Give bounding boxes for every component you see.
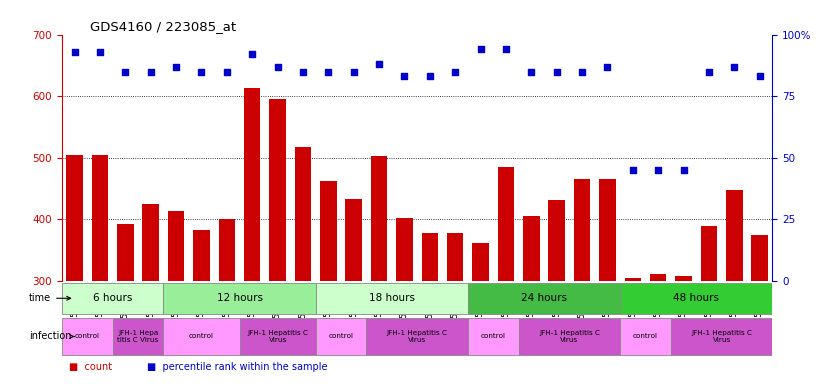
Bar xyxy=(62,318,112,355)
Bar xyxy=(548,200,565,281)
Bar xyxy=(519,318,620,355)
Text: 48 hours: 48 hours xyxy=(673,293,719,303)
Point xyxy=(322,68,335,74)
Point xyxy=(652,167,665,173)
Point xyxy=(423,73,436,79)
Bar xyxy=(676,276,691,281)
Bar xyxy=(240,318,316,355)
Bar xyxy=(523,216,539,281)
Bar xyxy=(244,88,260,281)
Bar xyxy=(219,219,235,281)
Bar xyxy=(316,283,468,314)
Bar xyxy=(92,155,108,281)
Bar xyxy=(66,155,83,281)
Point xyxy=(728,63,741,70)
Point xyxy=(169,63,183,70)
Text: ■  count: ■ count xyxy=(69,362,112,372)
Text: control: control xyxy=(329,333,354,339)
Bar xyxy=(269,99,286,281)
Bar xyxy=(164,283,316,314)
Point xyxy=(93,49,107,55)
Bar xyxy=(143,204,159,281)
Point xyxy=(499,46,512,53)
Bar xyxy=(295,147,311,281)
Bar xyxy=(624,278,641,281)
Text: control: control xyxy=(633,333,658,339)
Bar xyxy=(700,225,717,281)
Bar xyxy=(599,179,615,281)
Text: ■  percentile rank within the sample: ■ percentile rank within the sample xyxy=(147,362,328,372)
Text: GDS4160 / 223085_at: GDS4160 / 223085_at xyxy=(90,20,236,33)
Bar xyxy=(168,211,184,281)
Point xyxy=(449,68,462,74)
Bar xyxy=(164,318,240,355)
Point xyxy=(702,68,715,74)
Point xyxy=(297,68,310,74)
Bar xyxy=(620,283,772,314)
Text: time: time xyxy=(29,293,70,303)
Bar xyxy=(421,233,438,281)
Text: 18 hours: 18 hours xyxy=(368,293,415,303)
Point xyxy=(525,68,538,74)
Bar xyxy=(193,230,210,281)
Bar xyxy=(117,224,134,281)
Point xyxy=(601,63,614,70)
Point xyxy=(373,61,386,67)
Bar xyxy=(345,199,362,281)
Text: JFH-1 Hepatitis C
Virus: JFH-1 Hepatitis C Virus xyxy=(247,330,308,343)
Bar xyxy=(316,318,367,355)
Point xyxy=(144,68,157,74)
Point xyxy=(271,63,284,70)
Point xyxy=(245,51,259,57)
Text: 12 hours: 12 hours xyxy=(216,293,263,303)
Bar xyxy=(574,179,591,281)
Text: 6 hours: 6 hours xyxy=(93,293,132,303)
Bar xyxy=(472,243,489,281)
Bar xyxy=(650,274,667,281)
Bar xyxy=(320,181,336,281)
Bar xyxy=(62,283,164,314)
Text: JFH-1 Hepatitis C
Virus: JFH-1 Hepatitis C Virus xyxy=(387,330,448,343)
Point xyxy=(676,167,690,173)
Bar xyxy=(498,167,514,281)
Bar xyxy=(620,318,671,355)
Text: JFH-1 Hepa
titis C Virus: JFH-1 Hepa titis C Virus xyxy=(117,330,159,343)
Bar xyxy=(468,283,620,314)
Bar xyxy=(371,156,387,281)
Point xyxy=(68,49,81,55)
Point xyxy=(626,167,639,173)
Point xyxy=(195,68,208,74)
Point xyxy=(398,73,411,79)
Point xyxy=(753,73,767,79)
Point xyxy=(347,68,360,74)
Bar xyxy=(112,318,164,355)
Point xyxy=(474,46,487,53)
Bar xyxy=(447,233,463,281)
Point xyxy=(119,68,132,74)
Bar xyxy=(367,318,468,355)
Text: JFH-1 Hepatitis C
Virus: JFH-1 Hepatitis C Virus xyxy=(539,330,600,343)
Text: JFH-1 Hepatitis C
Virus: JFH-1 Hepatitis C Virus xyxy=(691,330,752,343)
Bar xyxy=(726,190,743,281)
Text: control: control xyxy=(75,333,100,339)
Bar xyxy=(468,318,519,355)
Text: control: control xyxy=(481,333,506,339)
Text: control: control xyxy=(189,333,214,339)
Bar xyxy=(752,235,768,281)
Bar xyxy=(396,218,413,281)
Bar xyxy=(671,318,772,355)
Point xyxy=(576,68,589,74)
Text: 24 hours: 24 hours xyxy=(521,293,567,303)
Point xyxy=(550,68,563,74)
Point xyxy=(221,68,234,74)
Text: infection: infection xyxy=(29,331,74,341)
